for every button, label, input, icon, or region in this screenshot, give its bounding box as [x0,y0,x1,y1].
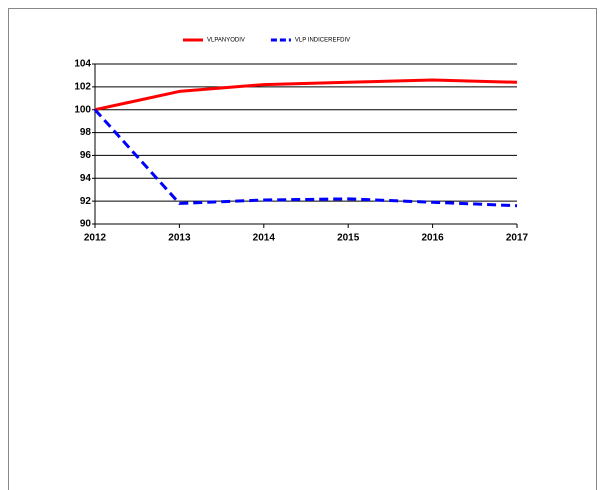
legend-label: VLP INDICEREFDIV [295,38,350,44]
x-tick-label: 2015 [337,233,360,244]
y-tick-label: 100 [74,104,91,115]
frame [8,8,597,490]
series-line [93,108,518,208]
x-tick-label: 2013 [168,233,191,244]
legend-label: VLPANYODIV [207,38,245,44]
y-tick-label: 104 [74,59,91,70]
y-tick-label: 92 [80,196,92,207]
y-tick-label: 94 [80,173,92,184]
y-tick-label: 98 [80,127,92,138]
y-tick-label: 96 [80,150,92,161]
series-line [94,78,518,112]
x-tick-label: 2016 [421,233,444,244]
x-tick-label: 2017 [506,233,529,244]
x-tick-label: 2014 [253,233,276,244]
x-tick-label: 2012 [84,233,107,244]
y-tick-label: 102 [74,81,91,92]
y-tick-label: 90 [80,219,92,230]
